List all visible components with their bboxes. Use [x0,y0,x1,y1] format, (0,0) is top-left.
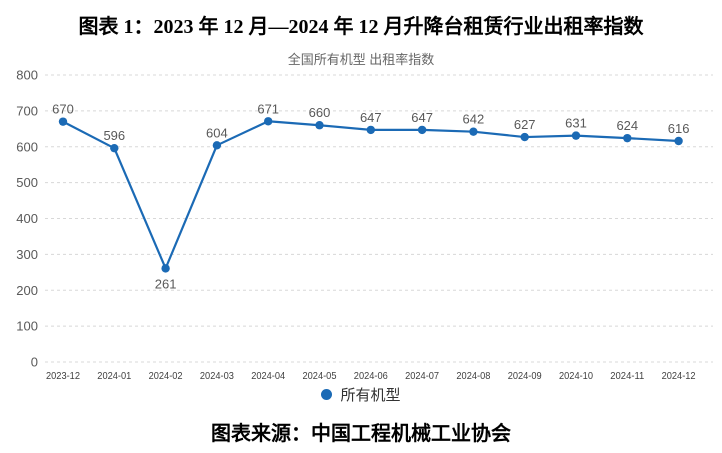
data-point [674,136,683,146]
data-point-label: 631 [565,116,587,131]
y-tick-label: 700 [16,103,38,118]
data-point [469,127,478,136]
y-tick-label: 600 [16,139,38,154]
y-tick-label: 800 [16,68,38,83]
data-point [315,121,324,130]
line-chart: 0 100 200 300 400 500 600 700 800 2023-12 2024-01 2… [16,68,713,382]
data-point-label: 627 [514,117,536,132]
data-point-label: 670 [52,102,74,117]
data-point [161,264,170,273]
data-point-label: 624 [616,118,638,133]
x-tick-label: 2024-12 [662,370,696,382]
data-point-label: 660 [309,105,331,120]
data-point-label: 642 [463,112,485,127]
series-line [61,120,680,270]
data-point [366,125,375,135]
data-point [264,117,273,126]
data-point [58,117,68,126]
y-tick-label: 500 [16,175,38,190]
x-tick-label: 2024-06 [354,370,388,382]
data-point-label: 596 [103,128,125,143]
y-tick-label: 300 [16,247,38,262]
data-point [520,132,529,142]
figure-source-caption: 图表来源：中国工程机械工业协会 [211,423,511,445]
x-tick-label: 2024-10 [559,370,593,382]
x-tick-label: 2024-05 [303,370,337,382]
data-point [212,141,222,150]
x-tick-label: 2024-07 [405,370,439,382]
x-tick-label: 2024-03 [200,370,234,382]
data-point [110,143,119,153]
data-point-label: 647 [411,110,433,125]
x-tick-label: 2024-04 [251,370,285,382]
legend: 所有机型 [0,384,722,405]
legend-marker-icon [321,389,333,400]
x-tick-label: 2023-12 [46,370,80,382]
x-tick-label: 2024-01 [97,370,131,382]
x-tick-label: 2024-09 [508,370,542,382]
data-point-label: 604 [206,125,228,140]
data-point-label: 671 [257,101,279,116]
data-point-label: 616 [668,121,690,136]
figure-title: 图表 1：2023 年 12 月—2024 年 12 月升降台租赁行业出租率指数 [78,16,644,38]
y-tick-label: 200 [16,283,38,298]
data-point-label: 261 [155,276,177,291]
data-point [623,133,632,143]
chart-subtitle: 全国所有机型 出租率指数 [287,52,435,67]
legend-label: 所有机型 [340,387,401,404]
x-tick-label: 2024-11 [610,370,644,382]
data-point-label: 647 [360,110,382,125]
x-tick-label: 2024-02 [149,370,183,382]
data-point [571,131,581,140]
y-tick-label: 400 [16,211,38,226]
y-tick-label: 100 [16,319,38,334]
y-tick-label: 0 [31,355,38,370]
x-tick-label: 2024-08 [456,370,490,382]
data-point [417,125,427,135]
